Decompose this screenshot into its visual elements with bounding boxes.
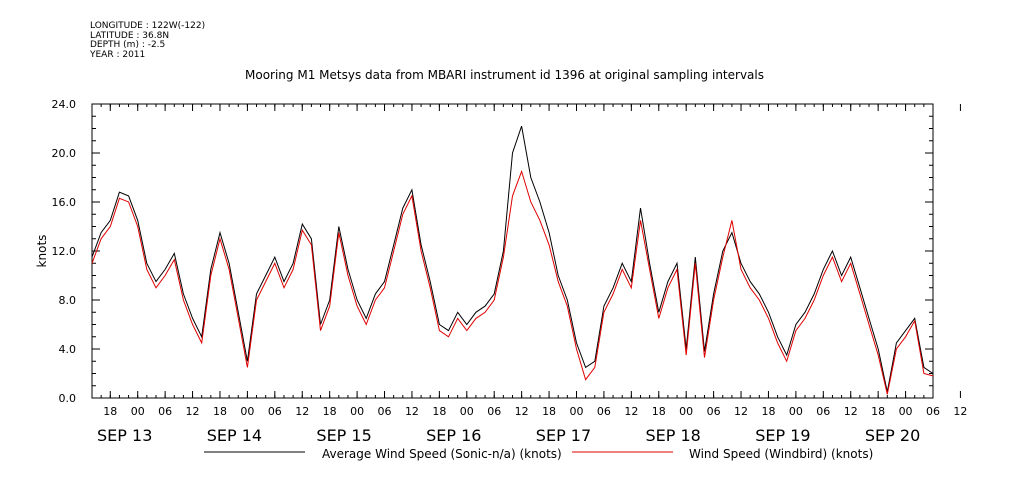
y-tick-label: 0.0 — [59, 392, 77, 405]
legend: Average Wind Speed (Sonic-n/a) (knots) W… — [204, 447, 873, 461]
y-tick-label: 4.0 — [59, 343, 77, 356]
x-tick-label: 06 — [707, 405, 721, 418]
x-tick-label: 00 — [569, 405, 583, 418]
x-tick-label: 00 — [350, 405, 364, 418]
legend-label-windbird: Wind Speed (Windbird) (knots) — [689, 447, 873, 461]
x-tick-label: 06 — [816, 405, 830, 418]
x-tick-label: 18 — [652, 405, 666, 418]
x-tick-label: 18 — [432, 405, 446, 418]
x-tick-label: 12 — [515, 405, 529, 418]
y-tick-label: 24.0 — [52, 98, 77, 111]
x-tick-label: 00 — [789, 405, 803, 418]
x-tick-label: 00 — [240, 405, 254, 418]
legend-label-sonic: Average Wind Speed (Sonic-n/a) (knots) — [322, 447, 562, 461]
x-tick-label: 18 — [542, 405, 556, 418]
x-tick-label: 06 — [378, 405, 392, 418]
x-tick-label: 12 — [405, 405, 419, 418]
x-date-label: SEP 20 — [865, 426, 920, 445]
depth-label: DEPTH (m) : -2.5 — [90, 40, 166, 50]
x-tick-label: 18 — [213, 405, 227, 418]
axis-ticks: 0.0 4.0 8.0 12.0 16.0 20.0 24.0 18 00 06 12 18 00 06 1… — [52, 98, 968, 445]
latitude-label: LATITUDE : 36.8N — [90, 30, 170, 41]
x-date-label: SEP 19 — [755, 426, 810, 445]
x-tick-label: 12 — [186, 405, 200, 418]
x-tick-label: 18 — [761, 405, 775, 418]
x-date-label: SEP 16 — [426, 426, 481, 445]
x-tick-label: 00 — [131, 405, 145, 418]
x-date-label: SEP 15 — [316, 426, 371, 445]
x-tick-label: 18 — [323, 405, 337, 418]
x-tick-label: 12 — [734, 405, 748, 418]
chart-title: Mooring M1 Metsys data from MBARI instru… — [245, 68, 764, 82]
x-tick-label: 12 — [844, 405, 858, 418]
x-tick-label: 12 — [624, 405, 638, 418]
x-tick-label: 00 — [460, 405, 474, 418]
x-tick-label: 18 — [871, 405, 885, 418]
metadata-block: LONGITUDE : 122W(-122) LATITUDE : 36.8N … — [90, 21, 206, 60]
x-tick-label: 06 — [926, 405, 940, 418]
x-date-label: SEP 18 — [646, 426, 701, 445]
y-tick-label: 16.0 — [52, 196, 77, 209]
x-tick-label: 00 — [899, 405, 913, 418]
y-axis-label: knots — [35, 235, 49, 268]
y-tick-label: 8.0 — [59, 294, 77, 307]
series-line-windbird — [91, 169, 934, 395]
x-tick-label: 06 — [597, 405, 611, 418]
x-tick-label: 06 — [158, 405, 172, 418]
x-tick-label: 06 — [487, 405, 501, 418]
series-group — [91, 125, 934, 395]
year-label: YEAR : 2011 — [90, 49, 146, 60]
x-tick-label: 12 — [295, 405, 309, 418]
x-tick-label: 06 — [268, 405, 282, 418]
x-date-label: SEP 17 — [536, 426, 591, 445]
series-line-sonic — [91, 125, 934, 393]
x-tick-label: 18 — [103, 405, 117, 418]
y-tick-label: 12.0 — [52, 245, 77, 258]
x-date-label: SEP 14 — [207, 426, 262, 445]
x-tick-label: 00 — [679, 405, 693, 418]
x-date-label: SEP 13 — [97, 426, 152, 445]
plot-frame — [91, 103, 934, 399]
y-tick-label: 20.0 — [52, 147, 77, 160]
x-tick-label: 12 — [953, 405, 967, 418]
longitude-label: LONGITUDE : 122W(-122) — [90, 21, 206, 31]
